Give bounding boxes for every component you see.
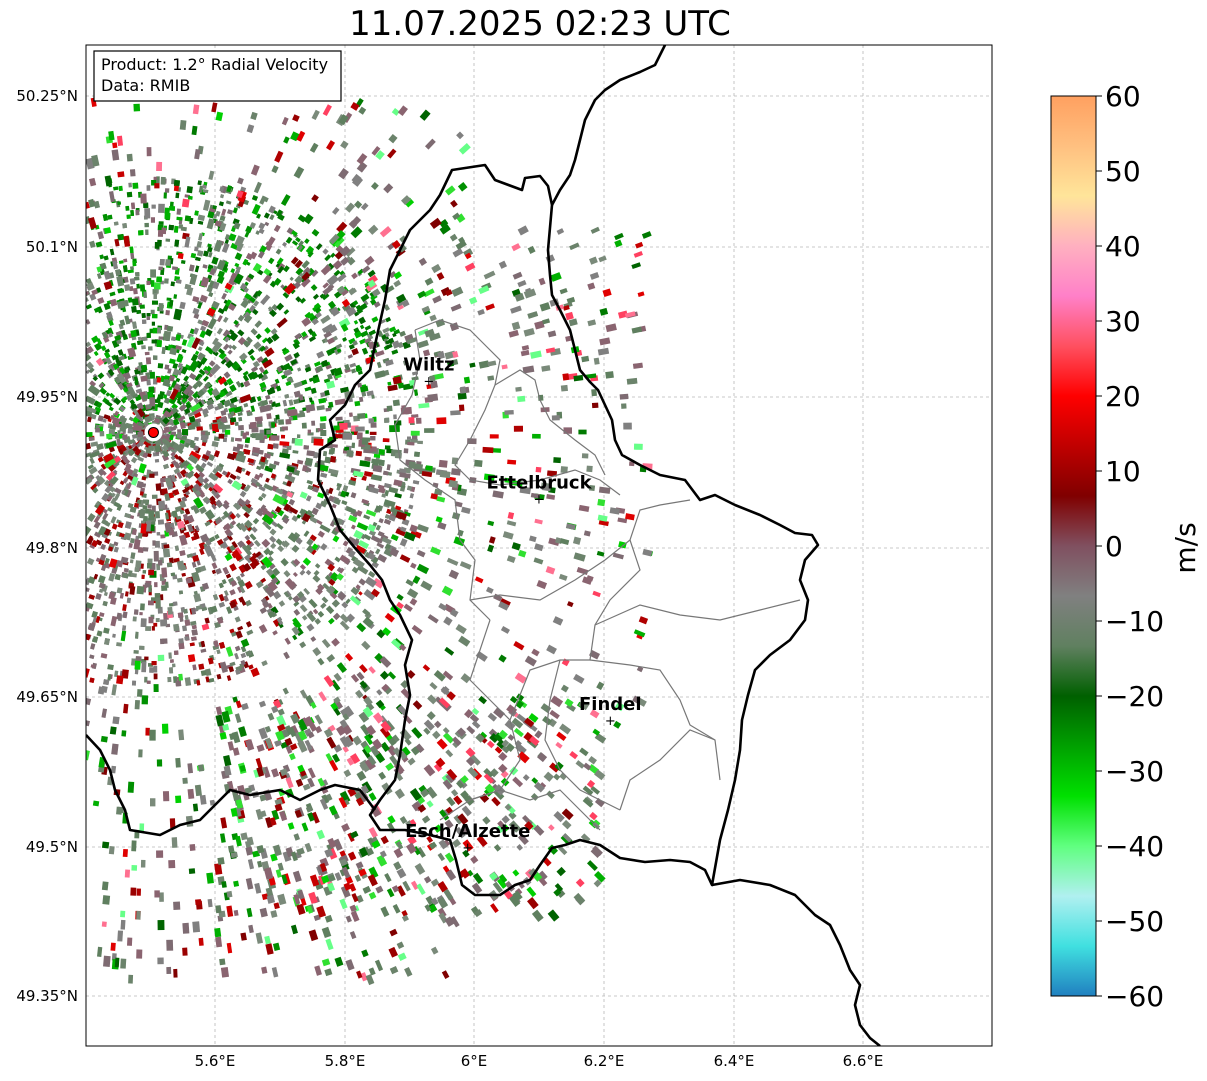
map-frame — [85, 44, 993, 1047]
lat-tick: 49.35°N — [16, 987, 78, 1005]
city-label: Ettelbruck — [486, 473, 592, 494]
colorbar-scale — [1050, 95, 1097, 997]
lon-tick: 5.6°E — [195, 1052, 236, 1070]
lat-tick: 49.65°N — [16, 688, 78, 706]
city-markers: +Wiltz+Ettelbruck+Findel+Esch/Alzette — [403, 354, 641, 856]
product-label: Product: 1.2° Radial Velocity — [101, 55, 328, 74]
longitude-ticks: 5.6°E 5.8°E 6°E 6.2°E 6.4°E 6.6°E — [195, 1052, 884, 1070]
colorbar-tick-label: 0 — [1105, 530, 1123, 563]
city-label: Wiltz — [403, 354, 454, 375]
colorbar-tick-label: 40 — [1105, 230, 1141, 263]
colorbar: 60 50 40 30 20 10 0 −10 −20 −30 −40 −50 −60 m/s — [1050, 80, 1202, 1013]
radar-site-marker — [144, 423, 163, 442]
lat-tick: 50.25°N — [16, 87, 78, 105]
lat-tick: 49.5°N — [26, 838, 78, 856]
city-marker-icon: + — [605, 714, 616, 729]
lon-tick: 6.4°E — [714, 1052, 755, 1070]
lon-tick: 6.2°E — [584, 1052, 625, 1070]
colorbar-tick-label: −10 — [1105, 605, 1164, 638]
product-info-box: Product: 1.2° Radial Velocity Data: RMIB — [93, 50, 342, 102]
colorbar-tick-label: −40 — [1105, 830, 1164, 863]
lat-tick: 49.8°N — [26, 539, 78, 557]
colorbar-tick-label: 30 — [1105, 305, 1141, 338]
city-marker-icon: + — [423, 374, 434, 389]
colorbar-ticks: 60 50 40 30 20 10 0 −10 −20 −30 −40 −50 −60 — [1096, 80, 1164, 1013]
lon-tick: 6°E — [461, 1052, 488, 1070]
map-title: 11.07.2025 02:23 UTC — [349, 4, 731, 44]
lat-tick: 49.95°N — [16, 388, 78, 406]
city-marker-icon: + — [534, 493, 545, 508]
colorbar-tick-label: −50 — [1105, 905, 1164, 938]
latitude-ticks: 50.25°N 50.1°N 49.95°N 49.8°N 49.65°N 49… — [16, 87, 78, 1005]
lat-tick: 50.1°N — [26, 238, 78, 256]
city-label: Findel — [579, 694, 642, 715]
colorbar-tick-label: −30 — [1105, 755, 1164, 788]
colorbar-tick-label: −20 — [1105, 680, 1164, 713]
city-marker-icon: + — [462, 841, 473, 856]
lon-tick: 5.8°E — [325, 1052, 366, 1070]
data-source-label: Data: RMIB — [101, 76, 190, 95]
city-label: Esch/Alzette — [405, 821, 530, 842]
colorbar-tick-label: 50 — [1105, 155, 1141, 188]
colorbar-tick-label: −60 — [1105, 980, 1164, 1013]
lon-tick: 6.6°E — [843, 1052, 884, 1070]
colorbar-tick-label: 20 — [1105, 380, 1141, 413]
canton-boundaries — [394, 319, 801, 831]
colorbar-unit-label: m/s — [1169, 522, 1202, 573]
national-borders — [86, 45, 881, 1046]
radar-velocity-echoes — [86, 97, 654, 986]
colorbar-tick-label: 10 — [1105, 455, 1141, 488]
colorbar-tick-label: 60 — [1105, 80, 1141, 113]
